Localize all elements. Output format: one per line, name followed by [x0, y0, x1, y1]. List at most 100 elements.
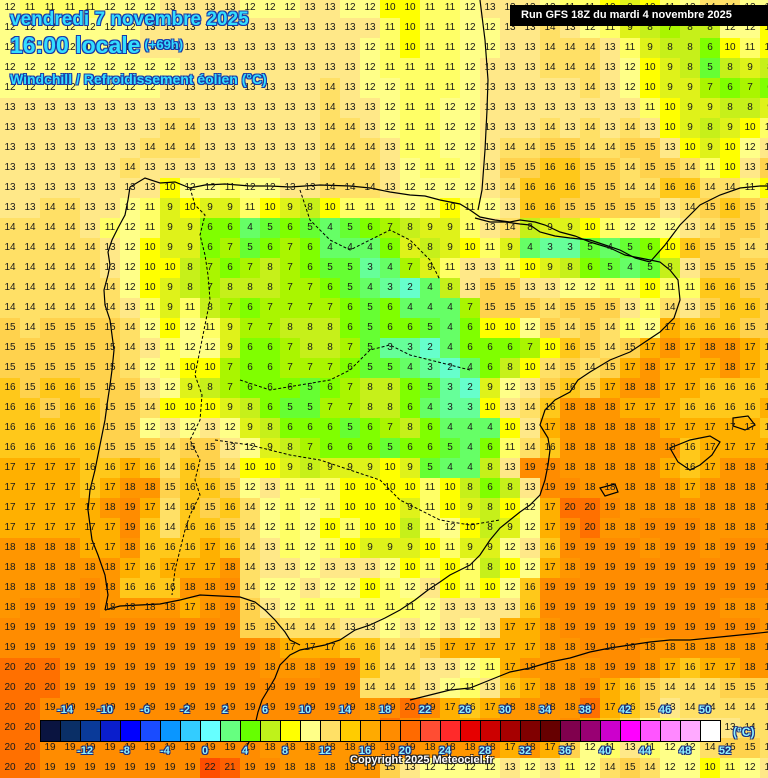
map-cell [80, 38, 100, 58]
legend-tick-top: 30 [498, 704, 512, 716]
regional-borders-3 [214, 439, 501, 526]
map-cell [20, 38, 40, 58]
map-cell [160, 38, 180, 58]
map-cell [700, 58, 720, 78]
map-cell [740, 58, 760, 78]
map-cell [300, 38, 320, 58]
legend-tick-bottom: 12 [318, 745, 332, 757]
map-cell [220, 38, 240, 58]
map-cell [100, 98, 120, 118]
map-cell [60, 0, 80, 18]
legend-swatch [141, 721, 161, 741]
map-cell [320, 38, 340, 58]
map-cell [240, 18, 260, 38]
legend-swatch [161, 721, 181, 741]
map-cell [20, 78, 40, 98]
legend-tick-bottom: 52 [718, 745, 732, 757]
legend-tick-top: -6 [140, 704, 150, 716]
map-cell [580, 58, 600, 78]
map-cell [460, 18, 480, 38]
legend-tick-top: 50 [698, 704, 712, 716]
map-cell [240, 98, 260, 118]
portugal-spain-border [171, 187, 211, 596]
legend-swatch [201, 721, 221, 741]
legend-tick-bottom: -4 [160, 745, 170, 757]
map-cell [540, 58, 560, 78]
map-cell [160, 18, 180, 38]
legend-swatch [241, 721, 261, 741]
map-cell [140, 38, 160, 58]
map-cell [120, 38, 140, 58]
map-cell [480, 78, 500, 98]
legend-tick-top: 14 [338, 704, 352, 716]
map-cell [280, 18, 300, 38]
map-cell [40, 98, 60, 118]
map-cell [560, 58, 580, 78]
forecast-time: 16:00 locale (+69h) [10, 32, 183, 59]
map-cell [180, 38, 200, 58]
pyrenees-border [474, 217, 651, 263]
map-cell [380, 0, 400, 18]
map-cell [20, 98, 40, 118]
map-cell [140, 18, 160, 38]
map-cell [440, 18, 460, 38]
map-cell [40, 38, 60, 58]
map-cell [580, 78, 600, 98]
map-cell [180, 58, 200, 78]
regional-borders-1 [299, 189, 441, 281]
map-cell [360, 58, 380, 78]
legend-swatch [181, 721, 201, 741]
map-cell [60, 18, 80, 38]
map-cell [120, 18, 140, 38]
portugal-coastline [87, 186, 131, 611]
map-cell [260, 0, 280, 18]
map-cell [520, 78, 540, 98]
legend-swatch [561, 721, 581, 741]
map-cell [60, 38, 80, 58]
legend-swatch [61, 721, 81, 741]
map-cell [280, 98, 300, 118]
map-cell [0, 18, 20, 38]
map-cell [540, 78, 560, 98]
iberia-coastline [129, 177, 681, 751]
legend-swatch [41, 721, 61, 741]
map-cell [420, 58, 440, 78]
legend-swatch [401, 721, 421, 741]
map-cell [400, 18, 420, 38]
forecast-date: vendredi 7 novembre 2025 [10, 9, 249, 30]
legend-swatch [341, 721, 361, 741]
map-cell [100, 38, 120, 58]
legend-tick-top: 10 [298, 704, 312, 716]
map-cell [0, 98, 20, 118]
map-cell [300, 18, 320, 38]
map-cell [60, 98, 80, 118]
legend-tick-top: -10 [97, 704, 113, 716]
map-cell [20, 18, 40, 38]
menorca-outline [732, 415, 756, 431]
map-cell [80, 18, 100, 38]
legend-swatch [441, 721, 461, 741]
map-cell [160, 0, 180, 18]
legend-tick-bottom: 0 [201, 745, 209, 757]
map-cell [320, 78, 340, 98]
map-cell [640, 58, 660, 78]
map-cell [200, 0, 220, 18]
map-cell [260, 18, 280, 38]
map-cell [460, 78, 480, 98]
legend-tick-top: -14 [57, 704, 73, 716]
map-cell [360, 38, 380, 58]
map-cell [620, 78, 640, 98]
map-cell [680, 58, 700, 78]
map-cell [220, 0, 240, 18]
map-cell [340, 38, 360, 58]
map-cell [140, 58, 160, 78]
map-cell [180, 78, 200, 98]
map-cell [300, 98, 320, 118]
map-cell [660, 38, 680, 58]
legend-tick-bottom: 36 [558, 745, 572, 757]
map-cell [220, 18, 240, 38]
legend-swatch [661, 721, 681, 741]
map-cell [80, 98, 100, 118]
map-cell [380, 58, 400, 78]
legend-tick-top: 18 [378, 704, 392, 716]
